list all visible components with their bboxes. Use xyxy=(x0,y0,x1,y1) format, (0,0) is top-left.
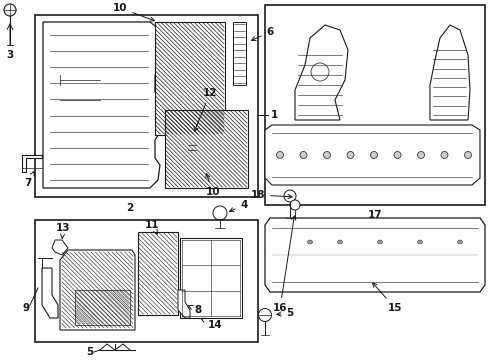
Ellipse shape xyxy=(4,4,16,16)
Text: 13: 13 xyxy=(56,223,70,239)
Text: 5: 5 xyxy=(277,308,294,318)
Polygon shape xyxy=(52,240,68,255)
Text: 16: 16 xyxy=(273,216,296,313)
Ellipse shape xyxy=(259,309,271,321)
Ellipse shape xyxy=(338,240,343,244)
Ellipse shape xyxy=(394,152,401,158)
Ellipse shape xyxy=(377,240,383,244)
Ellipse shape xyxy=(284,190,296,202)
Bar xyxy=(165,110,248,188)
Text: 4: 4 xyxy=(229,200,247,212)
Bar xyxy=(138,232,178,315)
Bar xyxy=(35,15,258,197)
Text: 6: 6 xyxy=(251,27,273,41)
Ellipse shape xyxy=(323,152,330,158)
Polygon shape xyxy=(22,155,42,172)
Text: 3: 3 xyxy=(6,50,14,60)
Text: 1: 1 xyxy=(270,110,278,120)
Ellipse shape xyxy=(458,240,463,244)
Ellipse shape xyxy=(417,152,424,158)
Text: 18: 18 xyxy=(251,190,292,200)
Bar xyxy=(180,238,242,318)
Ellipse shape xyxy=(347,152,354,158)
Polygon shape xyxy=(430,25,470,120)
Ellipse shape xyxy=(183,137,201,159)
Bar xyxy=(265,5,485,205)
Text: 7: 7 xyxy=(24,171,34,188)
Ellipse shape xyxy=(465,152,471,158)
Text: 10: 10 xyxy=(113,3,154,21)
Bar xyxy=(233,22,246,85)
Ellipse shape xyxy=(300,152,307,158)
Polygon shape xyxy=(178,290,190,318)
Ellipse shape xyxy=(370,152,377,158)
Polygon shape xyxy=(43,22,160,188)
Text: 15: 15 xyxy=(372,283,402,313)
Text: 10: 10 xyxy=(206,174,220,197)
Polygon shape xyxy=(295,25,348,120)
Bar xyxy=(35,220,258,342)
Text: 17: 17 xyxy=(368,210,382,220)
Ellipse shape xyxy=(311,63,329,81)
Polygon shape xyxy=(75,290,130,325)
Text: 8: 8 xyxy=(189,305,201,315)
Ellipse shape xyxy=(417,240,422,244)
Ellipse shape xyxy=(276,152,284,158)
Text: 11: 11 xyxy=(145,220,159,234)
Ellipse shape xyxy=(290,200,300,210)
Text: 14: 14 xyxy=(201,318,222,330)
Text: 9: 9 xyxy=(23,303,29,313)
Ellipse shape xyxy=(441,152,448,158)
Ellipse shape xyxy=(308,240,313,244)
Text: 12: 12 xyxy=(194,88,217,131)
Text: 5: 5 xyxy=(86,347,94,357)
Polygon shape xyxy=(265,218,485,292)
Text: 2: 2 xyxy=(126,203,134,213)
Bar xyxy=(155,22,225,135)
Polygon shape xyxy=(60,250,135,330)
Polygon shape xyxy=(42,268,58,318)
Ellipse shape xyxy=(216,225,224,230)
Ellipse shape xyxy=(213,206,227,220)
Polygon shape xyxy=(265,125,480,185)
